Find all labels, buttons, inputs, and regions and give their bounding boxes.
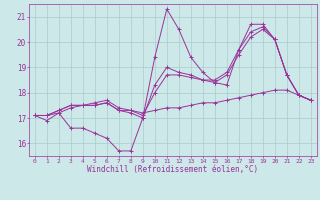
X-axis label: Windchill (Refroidissement éolien,°C): Windchill (Refroidissement éolien,°C) <box>87 165 258 174</box>
